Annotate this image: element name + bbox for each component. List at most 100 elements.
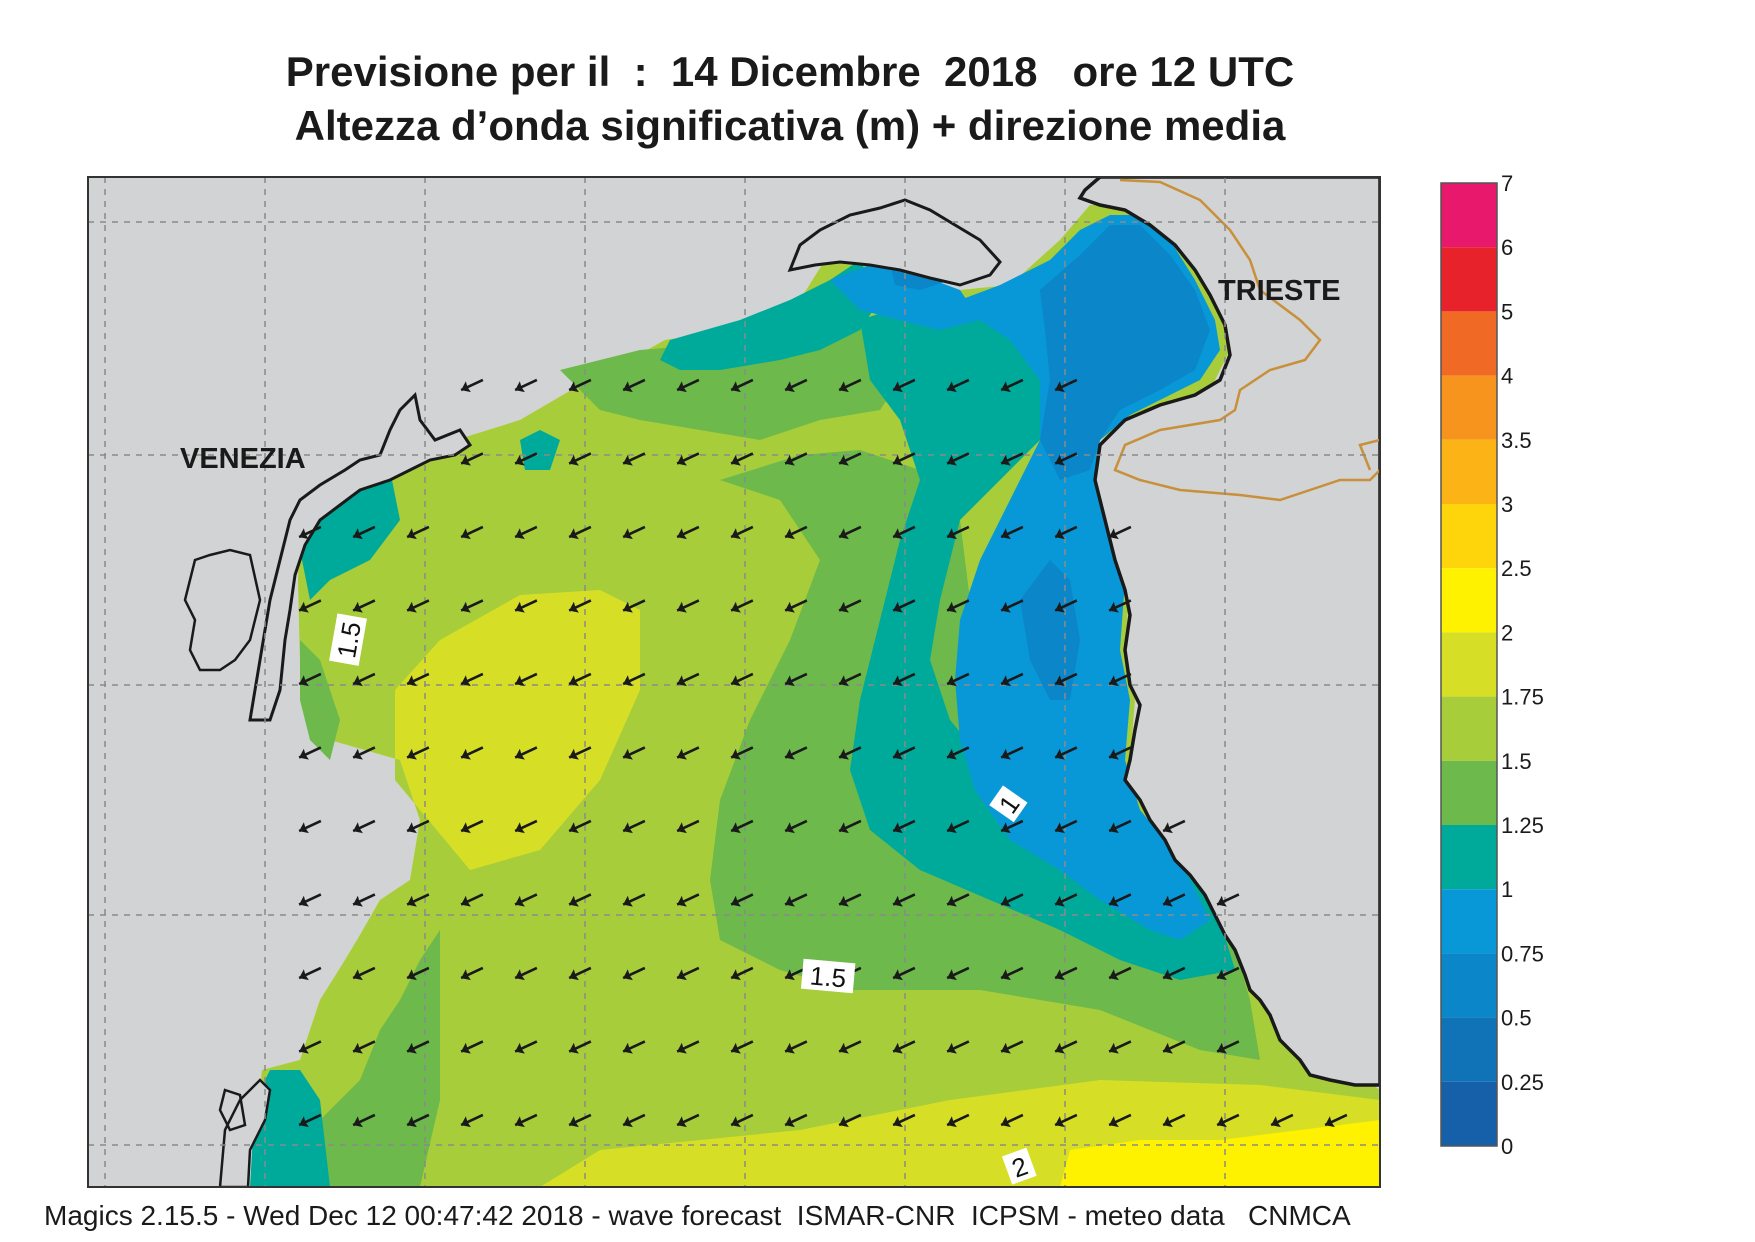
wave-arrow (946, 1113, 970, 1128)
wave-arrow (568, 1040, 592, 1054)
wave-arrow (406, 1040, 430, 1054)
wave-arrow (784, 599, 808, 613)
wave-arrow (298, 893, 322, 907)
wave-arrow (838, 1040, 862, 1054)
wave-arrow (946, 452, 970, 466)
wave-arrow (352, 1113, 376, 1128)
wave-arrow (730, 452, 754, 466)
legend-label: 0.25 (1501, 1070, 1544, 1095)
wave-arrow (568, 1113, 592, 1128)
footer-credits: Magics 2.15.5 - Wed Dec 12 00:47:42 2018… (44, 1200, 1351, 1231)
wave-arrow (892, 746, 916, 760)
legend-swatch (1441, 568, 1497, 633)
wave-arrow (352, 1040, 376, 1054)
wave-arrow (298, 1040, 322, 1054)
wave-arrow (622, 746, 646, 760)
wave-arrow (1108, 599, 1132, 613)
wave-arrow (568, 378, 592, 393)
wave-arrow (892, 1040, 916, 1054)
wave-arrow (622, 525, 646, 540)
wave-arrow (514, 672, 538, 687)
wave-arrow (1054, 672, 1078, 687)
wave-arrow (1162, 1113, 1186, 1128)
wave-arrow (622, 966, 646, 981)
wave-arrow (568, 525, 592, 540)
wave-arrow (838, 525, 862, 540)
wave-arrow (946, 525, 970, 540)
wave-arrow (784, 893, 808, 907)
wave-arrow (1108, 672, 1132, 687)
wave-arrow (892, 819, 916, 834)
wave-arrow (1000, 672, 1024, 687)
wave-arrow (1000, 966, 1024, 981)
wave-arrow (1054, 1040, 1078, 1054)
wave-arrow (784, 525, 808, 540)
wave-arrow (1054, 452, 1078, 466)
wave-arrow (298, 1113, 322, 1128)
legend-swatch (1441, 696, 1497, 761)
legend-swatch (1441, 504, 1497, 569)
wave-arrow (838, 746, 862, 760)
wave-arrow (676, 1040, 700, 1054)
wave-arrow (1000, 1040, 1024, 1054)
wave-arrow (514, 452, 538, 466)
wave-arrow (514, 1040, 538, 1054)
wave-band-0-5 (890, 225, 1210, 700)
wave-arrow (1162, 1040, 1186, 1054)
wave-arrow (784, 746, 808, 760)
wave-arrow (838, 452, 862, 466)
wave-arrow (460, 819, 484, 834)
wave-arrow (1000, 452, 1024, 466)
wave-band-2 (1060, 1120, 1380, 1187)
wave-arrow (1054, 1113, 1078, 1128)
wave-arrow (568, 672, 592, 687)
wave-arrow (730, 525, 754, 540)
wave-arrow (352, 746, 376, 760)
wave-arrow (730, 893, 754, 907)
legend-label: 6 (1501, 235, 1513, 260)
land-venezia (248, 391, 473, 722)
wave-arrow (1000, 599, 1024, 613)
legend-label: 7 (1501, 171, 1513, 196)
wave-direction-arrows (298, 378, 1348, 1128)
wave-arrow (946, 672, 970, 687)
wave-arrow (892, 599, 916, 613)
border-line (1113, 178, 1380, 502)
wave-arrow (622, 893, 646, 907)
wave-arrow (460, 966, 484, 981)
wave-arrow (892, 452, 916, 466)
wave-arrow (1162, 966, 1186, 981)
wave-arrow (406, 525, 430, 540)
map-frame (87, 176, 1381, 1188)
wave-arrow (892, 966, 916, 981)
wave-arrow (514, 525, 538, 540)
wave-arrow (460, 893, 484, 907)
wave-arrow (514, 746, 538, 760)
land-istria (1077, 177, 1380, 1087)
wave-arrow (622, 1113, 646, 1128)
wave-arrow (1108, 893, 1132, 907)
wave-arrow (1216, 966, 1240, 981)
wave-arrow (622, 819, 646, 834)
wave-arrow (298, 599, 322, 613)
wave-arrow (514, 893, 538, 907)
legend-swatch (1441, 311, 1497, 376)
wave-arrow (514, 1113, 538, 1128)
wave-arrow (946, 599, 970, 613)
wave-arrow (460, 1113, 484, 1128)
wave-arrow (784, 672, 808, 687)
wave-arrow (1108, 819, 1132, 834)
contour-label-2: 2 (1001, 1147, 1037, 1185)
wave-arrow (676, 599, 700, 613)
wave-arrow (730, 378, 754, 393)
wave-arrow (298, 746, 322, 760)
wave-arrow (1054, 746, 1078, 760)
wave-arrow (514, 819, 538, 834)
wave-arrow (406, 819, 430, 834)
legend-swatch (1441, 439, 1497, 504)
wave-arrow (676, 746, 700, 760)
wave-arrow (568, 966, 592, 981)
wave-arrow (298, 966, 322, 981)
wave-arrow (460, 452, 484, 466)
legend-label: 4 (1501, 364, 1513, 389)
